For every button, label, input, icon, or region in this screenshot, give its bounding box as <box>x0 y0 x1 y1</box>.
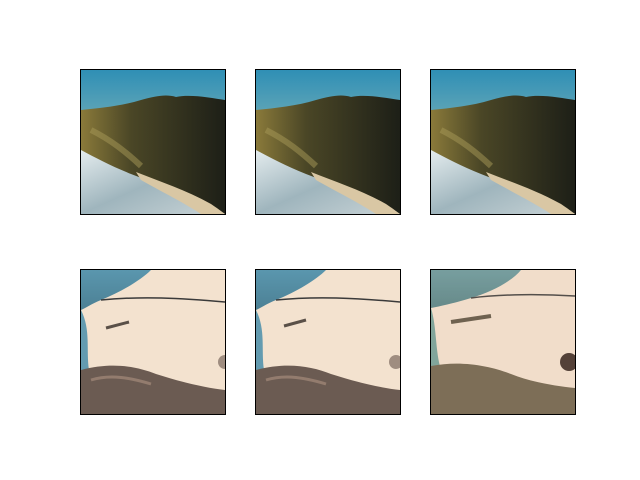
stylized-coast-image <box>431 270 575 414</box>
stylized-coast-image <box>81 270 225 414</box>
photo-panel-2 <box>255 69 401 215</box>
photo-panel-1 <box>80 69 226 215</box>
photo-panel-3 <box>430 69 576 215</box>
coastal-mountain-photo <box>431 70 575 214</box>
stylized-coast-image <box>256 270 400 414</box>
stylized-panel-1 <box>80 269 226 415</box>
coastal-mountain-photo <box>256 70 400 214</box>
stylized-panel-2 <box>255 269 401 415</box>
stylized-panel-3 <box>430 269 576 415</box>
coastal-mountain-photo <box>81 70 225 214</box>
